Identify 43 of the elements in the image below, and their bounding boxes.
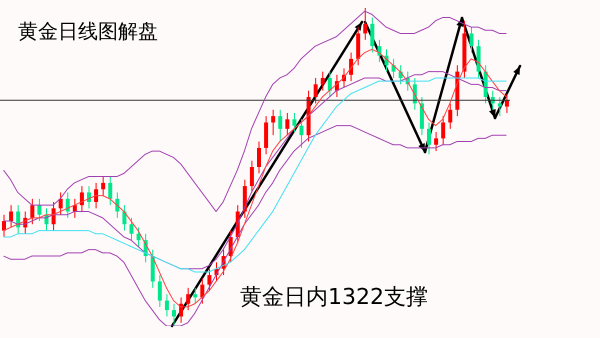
- candlestick: [278, 109, 282, 142]
- candlestick: [292, 112, 296, 133]
- candlestick: [271, 109, 276, 136]
- candlestick: [250, 160, 254, 193]
- candlestick: [172, 303, 176, 326]
- candlestick: [320, 71, 325, 92]
- candlestick: [300, 118, 304, 148]
- candlestick: [257, 141, 261, 174]
- candlestick: [498, 96, 502, 117]
- candlestick: [328, 71, 332, 98]
- candlestick: [66, 192, 70, 218]
- candlestick: [158, 274, 162, 308]
- candlestick: [80, 186, 84, 212]
- candlestick: [427, 122, 431, 155]
- candlestick: [130, 217, 134, 241]
- candlestick: [30, 198, 34, 225]
- candlestick: [285, 112, 290, 136]
- candlestick: [370, 17, 374, 54]
- candlestick: [470, 26, 474, 54]
- candlestick: [58, 192, 63, 216]
- candlestick: [441, 116, 446, 146]
- candlestick: [122, 204, 126, 232]
- candlestick: [363, 8, 368, 40]
- candlestick: [314, 77, 318, 104]
- candlestick: [136, 226, 141, 247]
- candlestick: [108, 176, 112, 206]
- candlestick: [16, 204, 20, 234]
- candlestick: [2, 214, 6, 238]
- candlestick: [179, 296, 184, 324]
- candlestick: [200, 278, 204, 304]
- text: 黄金日线图解盘: [18, 18, 158, 45]
- candlestick: [9, 204, 14, 228]
- annotation: 黄金日内1322支撑: [240, 284, 428, 312]
- candlestick: [434, 132, 438, 152]
- candlestick: [349, 52, 354, 82]
- candlestick: [186, 287, 190, 311]
- candlestick: [164, 294, 169, 317]
- candlestick: [448, 102, 452, 130]
- candlestick: [504, 93, 509, 114]
- candlestick: [207, 268, 212, 292]
- candlestick: [101, 176, 106, 196]
- candlestick: [193, 287, 198, 304]
- candlestick: [37, 198, 42, 222]
